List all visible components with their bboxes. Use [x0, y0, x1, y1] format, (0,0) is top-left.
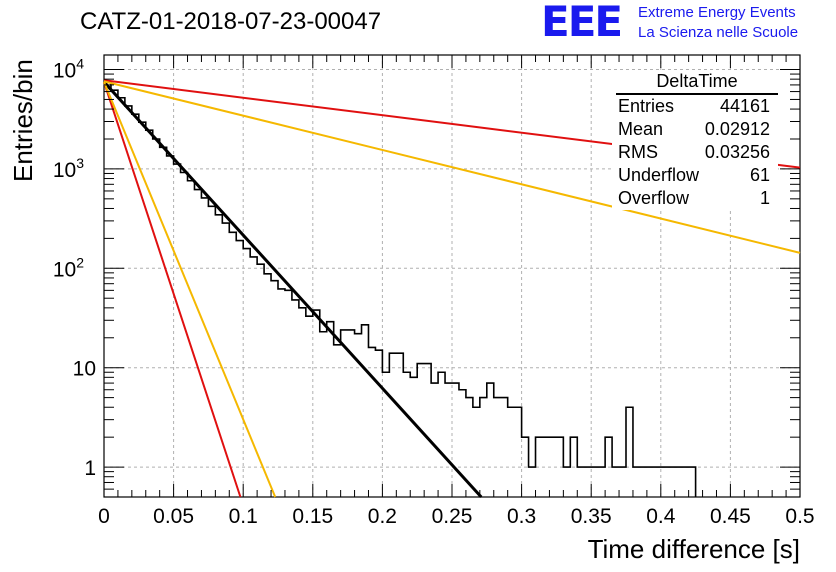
- y-tick-label: 103: [53, 155, 84, 182]
- x-tick-label: 0.1: [229, 505, 258, 528]
- logo-line-2: La Scienza nelle Scuole: [638, 24, 799, 41]
- y-tick-label: 10: [73, 358, 96, 381]
- line-fit: [102, 80, 483, 499]
- stats-value: 44161: [719, 96, 770, 116]
- x-tick-label: 0.45: [710, 505, 751, 528]
- x-tick-label: 0.3: [507, 505, 536, 528]
- stats-value: 0.03256: [704, 142, 770, 162]
- series-group: [102, 79, 801, 499]
- line-red-fast: [103, 81, 242, 498]
- y-tick-label: 102: [53, 254, 84, 281]
- x-tick-label: 0.15: [292, 505, 333, 528]
- y-tick-label: 104: [53, 56, 84, 83]
- stats-label: Overflow: [618, 188, 690, 208]
- axes-group: 0 0.05 0.1 0.15 0.2 0.25 0.3 0.35 0.4 0.45 0.5 1 10 1…: [53, 55, 815, 528]
- x-tick-label: 0.05: [153, 505, 194, 528]
- x-tick-label: 0.5: [785, 505, 814, 528]
- x-tick-label: 0.2: [368, 505, 397, 528]
- stats-label: Underflow: [618, 165, 700, 185]
- grid-lines: [104, 55, 800, 497]
- stats-box: DeltaTime Entries 44161 Mean 0.02912 RMS…: [612, 70, 778, 210]
- stats-value: 1: [759, 188, 770, 208]
- stats-row-overflow: Overflow 1: [612, 187, 778, 210]
- stats-value: 61: [749, 165, 770, 185]
- stats-label: Mean: [618, 119, 664, 139]
- stats-row-underflow: Underflow 61: [612, 164, 778, 187]
- stats-row-rms: RMS 0.03256: [612, 141, 778, 164]
- stats-label: Entries: [618, 96, 675, 116]
- x-tick-label: 0.4: [646, 505, 676, 528]
- chart-title: CATZ-01-2018-07-23-00047: [80, 8, 382, 35]
- stats-title: DeltaTime: [616, 70, 778, 95]
- eee-logo: EEE: [541, 0, 623, 46]
- x-axis-label: Time difference [s]: [587, 534, 800, 564]
- line-orange-slow: [103, 80, 801, 254]
- stats-row-mean: Mean 0.02912: [612, 118, 778, 141]
- stats-value: 0.02912: [704, 119, 770, 139]
- x-tick-label: 0: [98, 505, 110, 528]
- y-axis-label: Entries/bin: [8, 59, 38, 182]
- stats-row-entries: Entries 44161: [612, 95, 778, 118]
- stats-label: RMS: [618, 142, 658, 162]
- x-tick-label: 0.35: [571, 505, 612, 528]
- x-tick-label: 0.25: [432, 505, 473, 528]
- logo-line-1: Extreme Energy Events: [638, 4, 796, 21]
- y-tick-label: 1: [84, 457, 96, 480]
- line-orange-fast: [103, 81, 277, 498]
